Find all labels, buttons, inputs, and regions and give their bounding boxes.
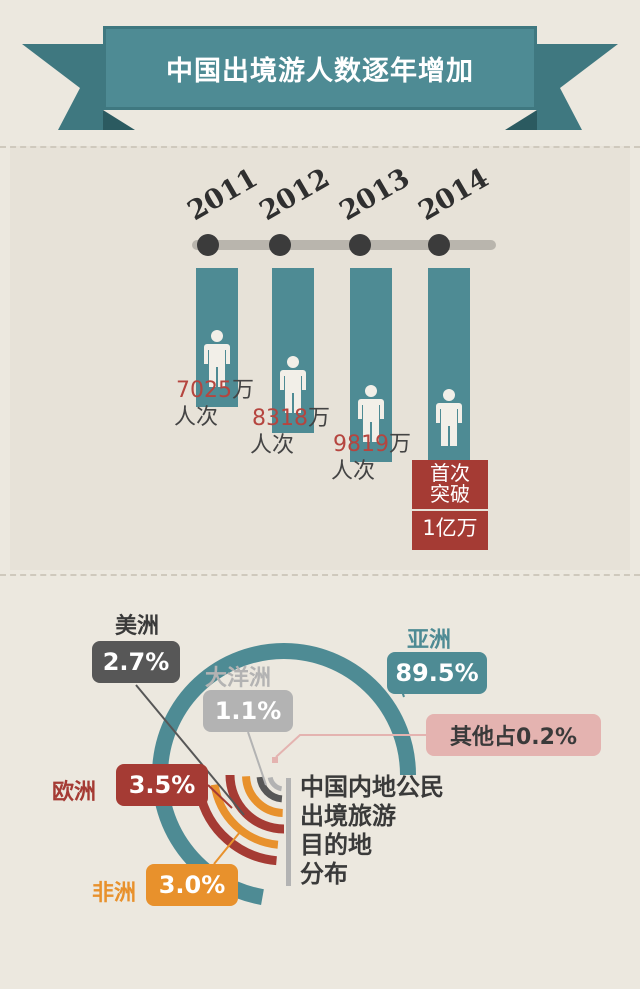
label-box-america: 2.7%	[92, 641, 180, 683]
slice-africa-outer	[210, 784, 279, 849]
center-title-line2: 出境旅游	[300, 802, 396, 830]
leader-europe	[207, 784, 233, 809]
slice-other	[272, 757, 278, 763]
banner-ribbon-tails	[22, 44, 618, 130]
slice-europe	[195, 791, 277, 866]
milestone-divider	[412, 509, 488, 511]
label-box-europe: 3.5%	[116, 764, 208, 806]
separator-top	[0, 146, 640, 148]
person-icon	[436, 388, 462, 450]
separator-mid	[0, 574, 640, 576]
center-title-line1: 中国内地公民	[300, 773, 444, 801]
value-number: 7025	[176, 378, 232, 403]
label-box-oceania: 1.1%	[203, 690, 293, 732]
center-title-bar	[286, 778, 291, 886]
person-icon	[280, 355, 306, 417]
banner-title: 中国出境游人数逐年增加	[166, 55, 474, 87]
value-suffix-2011: 人次	[174, 405, 219, 430]
label-box-asia: 89.5%	[387, 652, 487, 694]
label-name-america: 美洲	[115, 614, 160, 639]
value-unit: 万	[308, 406, 331, 431]
label-name-asia: 亚洲	[407, 628, 452, 653]
value-unit: 万	[389, 432, 412, 457]
leader-oceania	[247, 731, 267, 786]
milestone-line3: 1亿万	[422, 516, 478, 540]
leader-america	[135, 684, 245, 816]
leader-africa	[213, 831, 241, 865]
bar-2012	[272, 268, 314, 433]
center-title-line4: 分布	[300, 860, 348, 888]
slice-europe-inner	[225, 774, 285, 834]
center-title-line3: 目的地	[300, 831, 372, 859]
value-label-2012: 8318万	[252, 400, 330, 432]
timeline-dot-2014	[428, 234, 450, 256]
person-icon	[358, 384, 384, 446]
slice-asia	[152, 643, 416, 905]
label-box-other: 其他占0.2%	[426, 714, 601, 756]
pie-chart	[135, 643, 426, 905]
center-title: 中国内地公民 出境旅游 目的地 分布	[300, 773, 444, 889]
value-suffix-2013: 人次	[331, 459, 376, 484]
slice-america	[256, 776, 283, 803]
milestone-box: 首次 突破 1亿万	[412, 460, 488, 550]
value-label-2013: 9819万	[333, 426, 411, 458]
value-number: 8318	[252, 406, 308, 431]
value-number: 9819	[333, 432, 389, 457]
milestone-line1: 首次	[430, 461, 470, 485]
slice-oceania	[267, 776, 283, 792]
slice-africa	[242, 775, 284, 817]
timeline	[192, 240, 496, 250]
milestone-line2: 突破	[430, 482, 470, 506]
leader-other	[275, 734, 426, 758]
bar-2013	[350, 268, 392, 462]
value-suffix-2012: 人次	[250, 433, 295, 458]
person-icon	[204, 329, 230, 391]
banner: 中国出境游人数逐年增加	[103, 26, 537, 110]
timeline-dot-2011	[197, 234, 219, 256]
bar-panel	[10, 146, 630, 570]
label-box-africa: 3.0%	[146, 864, 238, 906]
label-name-oceania: 大洋洲	[205, 666, 272, 691]
bar-2014	[428, 268, 470, 466]
value-unit: 万	[232, 378, 255, 403]
label-name-africa: 非洲	[92, 881, 137, 906]
value-label-2011: 7025万	[176, 372, 254, 404]
timeline-dot-2012	[269, 234, 291, 256]
timeline-dot-2013	[349, 234, 371, 256]
label-name-europe: 欧洲	[52, 780, 97, 805]
